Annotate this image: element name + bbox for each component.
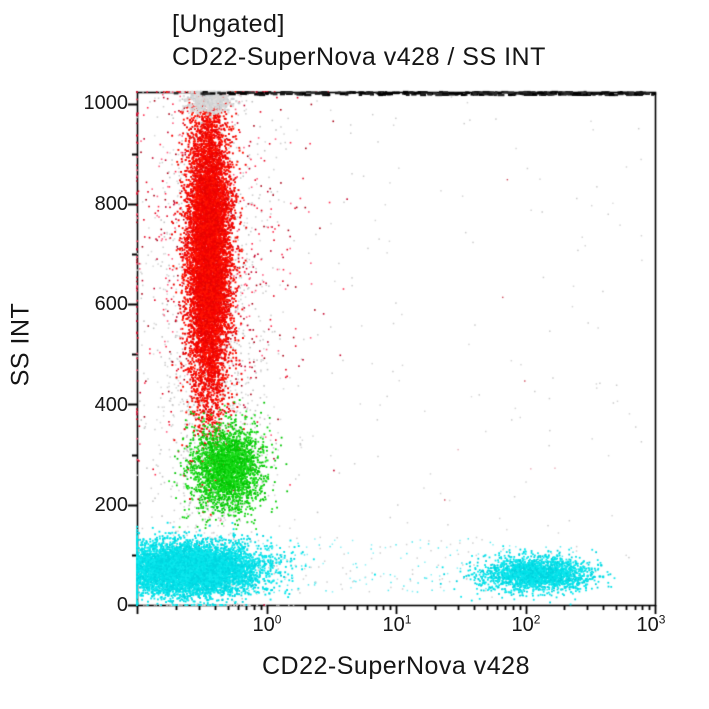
x-tick-base: 10 <box>636 614 659 636</box>
x-tick-label-10e2: 102 <box>511 612 541 637</box>
y-tick-label-800: 800 <box>94 193 128 215</box>
x-tick-base: 10 <box>511 614 534 636</box>
x-tick-exponent: 0 <box>274 612 282 627</box>
x-tick-label-10e1: 101 <box>382 612 412 637</box>
x-tick-label-10e0: 100 <box>252 612 282 637</box>
y-tick-label-200: 200 <box>94 494 128 516</box>
gate-name-title: [Ungated] <box>172 10 285 38</box>
x-tick-exponent: 1 <box>404 612 412 627</box>
x-tick-base: 10 <box>382 614 405 636</box>
y-tick-label-0: 0 <box>116 594 128 616</box>
plot-title-block: [Ungated] CD22-SuperNova v428 / SS INT <box>172 8 546 74</box>
x-axis-label: CD22-SuperNova v428 <box>262 652 530 680</box>
x-tick-label-10e3: 103 <box>636 612 666 637</box>
parameters-title: CD22-SuperNova v428 / SS INT <box>172 43 546 71</box>
y-axis-label: SS INT <box>6 302 35 387</box>
x-tick-base: 10 <box>252 614 275 636</box>
x-tick-exponent: 3 <box>658 612 666 627</box>
y-tick-label-400: 400 <box>94 394 128 416</box>
x-tick-exponent: 2 <box>533 612 541 627</box>
y-tick-label-600: 600 <box>94 293 128 315</box>
y-tick-label-1000: 1000 <box>83 92 129 114</box>
